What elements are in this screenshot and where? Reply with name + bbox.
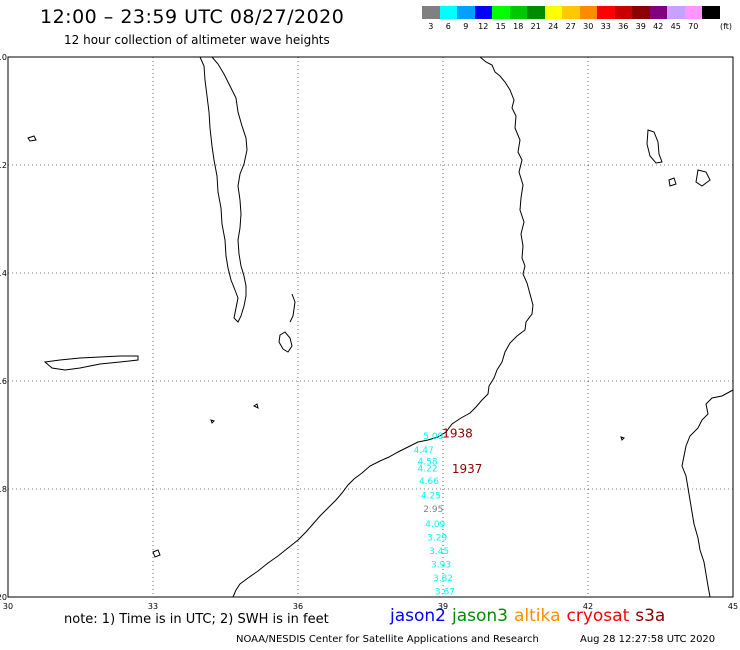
page-subtitle: 12 hour collection of altimeter wave hei… [64,33,330,47]
legend-label: 42 [653,22,664,31]
legend-label: 70 [688,22,699,31]
lake-malawi-west-shore [199,56,248,323]
legend-label: 39 [635,22,646,31]
madagascar-coastline [681,389,734,598]
kariba-lake [43,355,139,371]
wave-height-value: 3.93 [431,560,451,570]
lon-tick-label: 36 [293,602,303,611]
legend-label: 12 [478,22,489,31]
legend-swatch [632,6,650,19]
legend-label: 36 [618,22,629,31]
wave-height-value: 3.82 [433,574,453,584]
footer-note: note: 1) Time is in UTC; 2) SWH is in fe… [64,612,329,627]
legend-label [702,22,720,31]
lat-tick-label: -16 [0,377,7,386]
small-island-3 [253,403,259,409]
mozambique-coastline [232,56,534,598]
small-island-4 [620,436,625,441]
legend-swatch [684,6,702,19]
legend-label: 30 [583,22,594,31]
satellite-label: cryosat [566,606,630,626]
track-time-labels: 1938 1937 [442,427,482,476]
legend-label: 9 [463,22,469,31]
legend-swatch [702,6,720,19]
satellite-label: s3a [635,606,666,626]
legend-label: 45 [670,22,681,31]
wave-height-value: 4.66 [419,477,439,487]
small-island-5 [210,419,215,424]
wave-height-observations: 5.09 4.47 4.584.22 4.66 4.25 2.95 4.09 3.29 3.45… [414,432,455,598]
legend-swatch [527,6,545,19]
legend-swatches [422,6,720,19]
legend-swatch [474,6,492,19]
legend-label: 33 [600,22,611,31]
legend-unit: (ft) [720,22,733,31]
latitude-labels: -10 -12 -14 -16 -18 -20 [0,53,7,602]
legend-swatch [562,6,580,19]
wave-height-value: 4.47 [414,446,434,456]
lat-tick-label: -18 [0,485,7,494]
credit-line: NOAA/NESDIS Center for Satellite Applica… [236,634,539,645]
generation-timestamp: Aug 28 12:27:58 UTC 2020 [580,634,716,645]
legend-swatch [597,6,615,19]
wave-height-value: 4.09 [425,520,445,530]
lat-tick-label: -12 [0,161,7,170]
legend-label: 15 [495,22,506,31]
comoros-island-1 [646,129,663,164]
legend-labels: 3 6 9 12 15 18 21 24 27 30 33 36 39 42 45 70 [422,22,720,31]
lon-tick-label: 39 [438,602,448,611]
wave-height-value: 4.22 [418,465,438,475]
satellite-label: jason3 [452,606,508,626]
small-island-1 [27,135,37,142]
wave-height-value: 3.45 [429,547,449,557]
wave-height-value: 4.25 [421,492,441,502]
longitude-labels: 30 33 36 39 42 45 [3,602,738,611]
lon-tick-label: 30 [3,602,13,611]
legend-label: 27 [565,22,576,31]
wave-height-value: 3.67 [435,587,455,597]
legend-label: 3 [428,22,434,31]
lat-lon-grid [8,57,733,597]
wave-height-value: 4.58 [418,458,438,468]
satellite-label: altika [514,606,561,626]
legend-swatch [457,6,475,19]
wave-height-value: 3.29 [427,533,447,543]
wave-height-value: 2.95 [423,505,443,515]
wave-height-value: 5.09 [423,432,443,442]
legend-swatch [649,6,667,19]
legend-swatch [439,6,457,19]
lake-mweru-shore [289,293,296,323]
lat-tick-label: -10 [0,53,7,62]
map-frame [7,56,734,598]
legend-swatch [492,6,510,19]
color-legend: 3 6 9 12 15 18 21 24 27 30 33 36 39 42 45 70 (ft) [422,6,732,36]
legend-label: 21 [530,22,541,31]
legend-swatch [614,6,632,19]
track-time-label: 1937 [452,462,483,476]
legend-label: 18 [513,22,524,31]
legend-swatch [544,6,562,19]
lake-chilwa [278,331,293,353]
satellite-label: jason2 [390,606,446,626]
page-title: 12:00 – 23:59 UTC 08/27/2020 [40,6,345,28]
comoros-island-2 [695,169,711,187]
lon-tick-label: 33 [148,602,158,611]
lat-tick-label: -14 [0,269,7,278]
coastline-layer [27,56,734,598]
legend-label: 6 [445,22,451,31]
lon-tick-label: 42 [583,602,593,611]
comoros-island-3 [668,177,677,187]
legend-swatch [579,6,597,19]
legend-swatch [667,6,685,19]
legend-swatch [509,6,527,19]
lat-tick-label: -20 [0,593,7,602]
lon-tick-label: 45 [728,602,738,611]
track-time-label: 1938 [442,427,473,441]
legend-label: 24 [548,22,559,31]
small-island-2 [152,549,161,558]
satellite-legend: jason2 jason3 altika cryosat s3a [390,606,671,626]
legend-swatch [422,6,440,19]
